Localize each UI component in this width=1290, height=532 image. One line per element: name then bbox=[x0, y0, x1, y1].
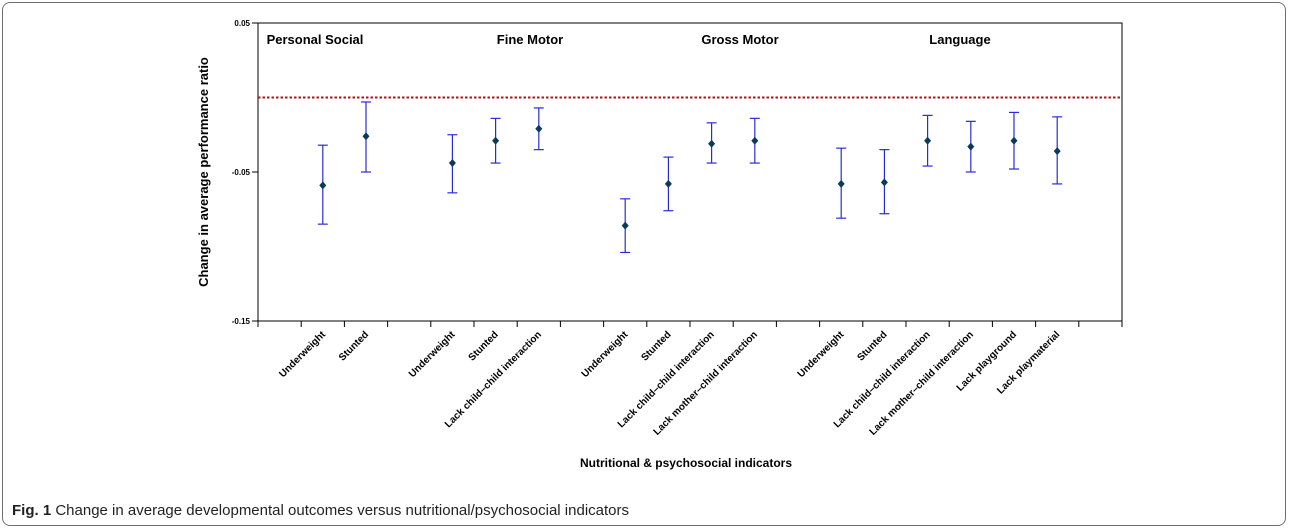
x-tick-label: Stunted bbox=[639, 329, 673, 363]
estimate-point bbox=[708, 139, 716, 148]
y-axis: -0.15 -0.05 0.05 bbox=[232, 19, 258, 326]
data-marks bbox=[317, 101, 1063, 254]
estimate-point bbox=[362, 132, 370, 141]
x-tick-label: Underweight bbox=[580, 329, 631, 380]
estimate-point bbox=[492, 136, 500, 145]
x-tick-label: Underweight bbox=[796, 329, 847, 380]
plot-frame bbox=[257, 22, 1123, 322]
y-axis-label: Change in average performance ratio bbox=[196, 57, 211, 287]
group-title: Language bbox=[929, 32, 990, 47]
estimate-point bbox=[837, 179, 845, 188]
group-title: Personal Social bbox=[267, 32, 364, 47]
figure-label: Fig. 1 bbox=[12, 502, 52, 519]
estimate-point bbox=[924, 136, 932, 145]
x-tick-label: Underweight bbox=[277, 329, 328, 380]
error-bar-chart: -0.15 -0.05 0.05 Personal Social Fine Motor… bbox=[196, 19, 1123, 470]
estimate-point bbox=[621, 221, 629, 230]
x-tick-label: Stunted bbox=[855, 329, 889, 363]
x-axis-label: Nutritional & psychosocial indicators bbox=[580, 456, 792, 470]
x-tick-label: Stunted bbox=[467, 329, 501, 363]
y-tick-label: -0.05 bbox=[232, 168, 251, 177]
x-tick-label: Stunted bbox=[337, 329, 371, 363]
y-tick-label: 0.05 bbox=[234, 19, 250, 28]
group-titles: Personal Social Fine Motor Gross Motor Lang… bbox=[267, 32, 991, 47]
estimate-point bbox=[319, 181, 327, 190]
caption-text: Change in average developmental outcomes… bbox=[55, 502, 629, 519]
x-axis: Underweight Stunted Underweight StuntedLack… bbox=[257, 321, 1123, 438]
group-title: Gross Motor bbox=[701, 32, 778, 47]
x-tick-label: Lack child–child interaction bbox=[443, 329, 544, 430]
figure-caption: Fig. 1 Change in average developmental o… bbox=[12, 502, 629, 519]
estimate-point bbox=[1010, 136, 1018, 145]
estimate-point bbox=[880, 178, 888, 187]
estimate-point bbox=[535, 124, 543, 133]
estimate-point bbox=[967, 142, 975, 151]
x-tick-label: Underweight bbox=[407, 329, 458, 380]
estimate-point bbox=[448, 159, 456, 168]
y-tick-label: -0.15 bbox=[232, 317, 251, 326]
estimate-point bbox=[664, 179, 672, 188]
estimate-point bbox=[1053, 147, 1061, 156]
group-title: Fine Motor bbox=[497, 32, 563, 47]
estimate-point bbox=[751, 136, 759, 145]
